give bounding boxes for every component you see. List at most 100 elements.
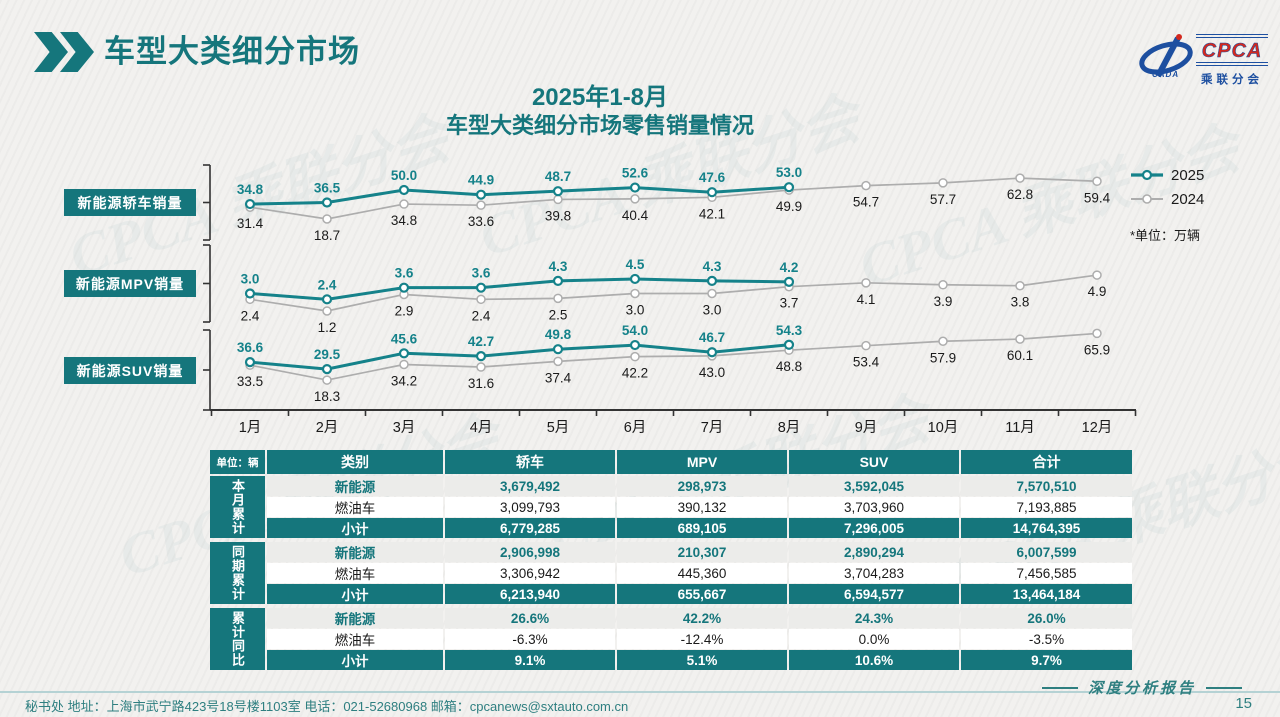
value-label: 4.1 — [857, 292, 876, 307]
month-label: 12月 — [1082, 420, 1113, 436]
series-line-2025 — [249, 185, 790, 206]
value-label: 46.7 — [699, 330, 725, 345]
page-number: 15 — [1235, 695, 1252, 712]
data-point — [706, 187, 718, 198]
table-cell: 3,592,045 — [789, 476, 959, 496]
legend-swatch-2024-icon — [1131, 194, 1163, 204]
data-point — [244, 357, 256, 368]
table-cell: 298,973 — [617, 476, 787, 496]
value-label: 53.4 — [853, 355, 880, 370]
series-line-2025 — [249, 343, 790, 371]
table-cell: 655,667 — [617, 584, 787, 604]
table-group-label: 本月累计 — [210, 476, 265, 538]
value-label: 4.5 — [626, 257, 645, 272]
data-point — [706, 347, 718, 358]
data-point — [476, 200, 486, 210]
value-label: 33.5 — [237, 374, 263, 389]
row-category: 新能源 — [267, 608, 443, 628]
table-cell: -12.4% — [617, 629, 787, 649]
table-group: 累计同比 新能源 26.6% 42.2% 24.3% 26.0% 燃油车 -6.3% -12.4… — [210, 608, 1132, 670]
value-label: 48.8 — [776, 359, 802, 374]
data-point — [553, 293, 563, 304]
value-label: 3.6 — [395, 266, 414, 281]
data-point — [322, 214, 332, 224]
chart-side-label: 新能源MPV销量 — [64, 270, 196, 297]
data-point — [938, 280, 948, 290]
value-label: 45.6 — [391, 331, 418, 346]
table-cell: 6,779,285 — [445, 518, 615, 538]
data-point — [552, 275, 564, 286]
value-label: 52.6 — [622, 166, 649, 181]
report-label: 深度分析报告 — [1087, 681, 1196, 697]
value-label: 60.1 — [1007, 348, 1033, 363]
data-point — [321, 363, 333, 375]
data-point — [552, 344, 564, 355]
table-header: 单位：辆 类别 轿车 MPV SUV 合计 — [210, 450, 1132, 474]
month-label: 5月 — [547, 420, 570, 436]
line-charts: 31.4 18.7 34.8 33.6 39.8 40.4 42.1 49.9 54.7 57.7… — [203, 164, 1137, 436]
value-label: 18.7 — [314, 228, 340, 243]
legend-swatch-2025-icon — [1131, 169, 1163, 181]
value-label: 3.8 — [1011, 295, 1030, 310]
value-label: 29.5 — [314, 347, 341, 362]
legend-item-2025: 2025 — [1130, 163, 1250, 187]
table-cell: 7,456,585 — [961, 563, 1132, 583]
data-point — [476, 294, 486, 305]
table-cell: 6,594,577 — [789, 584, 959, 604]
value-label: 4.9 — [1088, 284, 1107, 299]
table-cell: 13,464,184 — [961, 584, 1132, 604]
value-label: 3.0 — [703, 303, 722, 318]
table-cell: 42.2% — [617, 608, 787, 628]
value-label: 47.6 — [699, 170, 726, 185]
row-category: 新能源 — [267, 542, 443, 562]
month-label: 8月 — [778, 420, 801, 436]
data-point — [861, 180, 871, 191]
table-cell: 7,193,885 — [961, 497, 1132, 517]
data-point — [475, 189, 487, 200]
table-cell: 3,703,960 — [789, 497, 959, 517]
table-unit-label: 单位：辆 — [210, 450, 265, 474]
value-label: 3.0 — [241, 272, 260, 287]
table-cell: 14,764,395 — [961, 518, 1132, 538]
table-cell: 6,213,940 — [445, 584, 615, 604]
data-point — [1015, 280, 1025, 291]
row-category: 小计 — [267, 518, 443, 538]
data-point — [1092, 328, 1102, 339]
data-point — [553, 356, 563, 367]
value-label: 62.8 — [1007, 187, 1033, 202]
table-cell: 5.1% — [617, 650, 787, 670]
value-label: 33.6 — [468, 214, 494, 229]
month-label: 3月 — [393, 420, 416, 436]
value-label: 3.0 — [626, 303, 645, 318]
table-cell: 2,890,294 — [789, 542, 959, 562]
series-line-2024 — [249, 177, 1098, 220]
value-label: 53.0 — [776, 165, 802, 180]
series-line-2024 — [249, 274, 1098, 312]
value-label: 65.9 — [1084, 342, 1110, 357]
data-point — [783, 182, 795, 193]
chart-side-label: 新能源SUV销量 — [64, 357, 196, 384]
value-label: 31.4 — [237, 216, 264, 231]
value-label: 48.7 — [545, 169, 571, 184]
value-label: 4.2 — [780, 260, 799, 275]
table-cell: 210,307 — [617, 542, 787, 562]
data-point — [552, 186, 564, 197]
column-header-mpv: MPV — [617, 450, 787, 474]
table-cell: 2,906,998 — [445, 542, 615, 562]
month-label: 11月 — [1005, 420, 1035, 436]
data-point — [321, 197, 333, 208]
data-point — [322, 306, 332, 316]
value-label: 59.4 — [1084, 190, 1111, 205]
table-cell: 9.7% — [961, 650, 1132, 670]
value-label: 2.4 — [318, 277, 337, 292]
data-point — [398, 184, 410, 196]
column-header-suv: SUV — [789, 450, 959, 474]
series-line-2024 — [249, 332, 1098, 381]
logo-subtitle: 乘联分会 — [1201, 74, 1263, 86]
value-label: 57.9 — [930, 350, 956, 365]
data-point — [399, 359, 409, 370]
month-label: 1月 — [239, 420, 262, 436]
column-header-sedan: 轿车 — [445, 450, 615, 474]
month-label: 2月 — [316, 420, 339, 436]
